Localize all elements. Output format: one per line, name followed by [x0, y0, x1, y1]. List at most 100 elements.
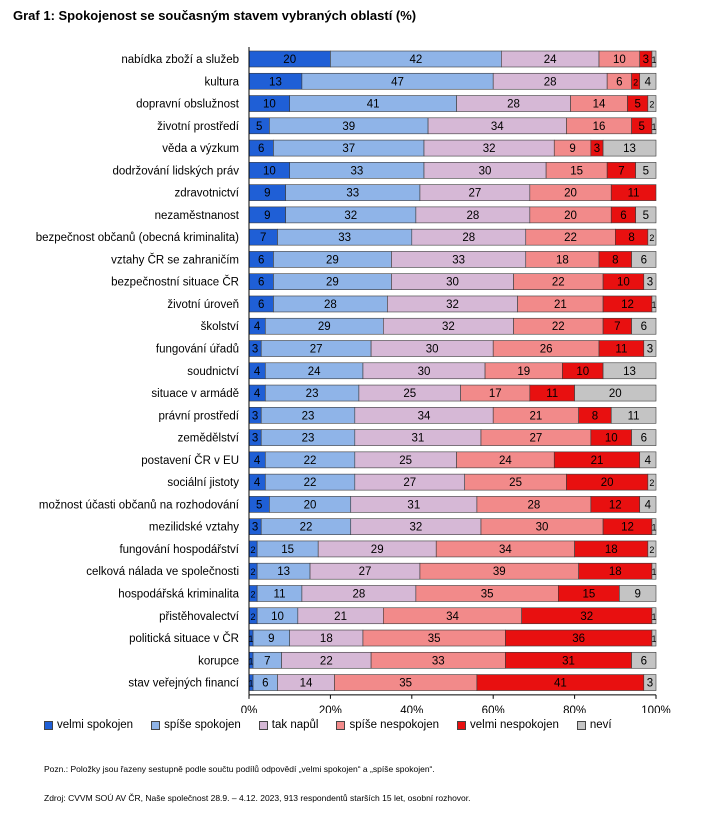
category-label: fungování úřadů	[156, 344, 239, 356]
chart-title: Graf 1: Spokojenost se současným stavem …	[13, 8, 417, 23]
data-label: 13	[277, 566, 290, 578]
category-label: právní prostředí	[158, 410, 239, 422]
data-label: 5	[639, 121, 645, 133]
data-label: 32	[442, 321, 455, 333]
data-label: 10	[263, 99, 276, 111]
category-label: soudnictví	[187, 366, 240, 378]
data-label: 14	[593, 99, 606, 111]
data-label: 21	[591, 455, 604, 467]
bar-segment	[602, 362, 657, 380]
data-label: 20	[304, 499, 317, 511]
data-label: 20	[564, 188, 577, 200]
data-label: 28	[324, 299, 337, 311]
data-label: 18	[320, 633, 333, 645]
category-label: sociální jistoty	[167, 477, 239, 489]
data-label: 2	[649, 478, 654, 488]
data-label: 28	[544, 76, 557, 88]
bar-segment	[651, 518, 657, 535]
data-label: 42	[409, 54, 422, 66]
data-label: 2	[649, 233, 654, 243]
data-label: 18	[609, 566, 622, 578]
legend: velmi spokojen spíše spokojen tak napůl spí…	[44, 719, 630, 731]
data-label: 36	[572, 633, 585, 645]
data-label: 7	[260, 232, 266, 244]
bar-segment	[574, 384, 657, 402]
data-label: 37	[342, 143, 355, 155]
chart-note: Pozn.: Položky jsou řazeny sestupně podl…	[44, 764, 435, 774]
data-label: 9	[264, 188, 270, 200]
data-label: 25	[509, 477, 522, 489]
data-label: 20	[601, 477, 614, 489]
data-label: 33	[338, 232, 351, 244]
x-tick-label: 60%	[482, 705, 505, 713]
data-label: 25	[399, 455, 412, 467]
bar-segment	[643, 340, 657, 357]
category-label: politická situace v ČR	[129, 632, 239, 645]
data-label: 30	[536, 522, 549, 534]
data-label: 13	[623, 143, 636, 155]
data-label: 3	[647, 678, 653, 690]
data-label: 34	[491, 121, 504, 133]
data-label: 1	[651, 122, 656, 132]
legend-item: spíše nespokojen	[336, 719, 439, 731]
category-label: vztahy ČR se zahraničím	[111, 253, 239, 266]
data-label: 3	[252, 344, 258, 356]
data-label: 20	[609, 388, 622, 400]
data-label: 31	[562, 655, 575, 667]
data-label: 34	[499, 544, 512, 556]
category-label: kultura	[204, 76, 239, 88]
data-label: 27	[403, 477, 416, 489]
data-label: 30	[479, 165, 492, 177]
data-label: 2	[649, 100, 654, 110]
legend-item: velmi nespokojen	[457, 719, 559, 731]
bar-segment	[643, 273, 657, 291]
data-label: 6	[262, 678, 268, 690]
bar-segment	[635, 162, 657, 179]
data-label: 15	[281, 544, 294, 556]
data-label: 3	[647, 277, 653, 289]
data-label: 9	[634, 588, 640, 600]
data-label: 3	[252, 433, 258, 445]
legend-swatch	[258, 720, 268, 730]
legend-label: spíše spokojen	[164, 719, 241, 731]
data-label: 11	[615, 344, 627, 356]
data-label: 15	[582, 588, 595, 600]
data-label: 30	[446, 277, 459, 289]
data-label: 21	[334, 611, 347, 623]
data-label: 32	[344, 210, 357, 222]
legend-label: tak napůl	[271, 719, 319, 731]
data-label: 1	[651, 567, 656, 577]
bar-segment	[651, 295, 657, 313]
legend-label: velmi nespokojen	[470, 719, 559, 731]
category-label: fungování hospodářství	[119, 544, 239, 556]
data-label: 5	[256, 121, 262, 133]
data-label: 27	[359, 566, 372, 578]
legend-swatch	[457, 720, 466, 730]
bar-segment	[631, 251, 657, 268]
data-label: 22	[300, 522, 313, 534]
legend-label: velmi spokojen	[57, 719, 134, 731]
data-label: 27	[310, 344, 323, 356]
data-label: 12	[609, 499, 622, 511]
data-label: 12	[621, 299, 634, 311]
data-label: 7	[614, 321, 620, 333]
data-label: 10	[613, 54, 626, 66]
bar-segment	[651, 607, 657, 625]
data-label: 23	[302, 410, 315, 422]
category-label: situace v armádě	[151, 388, 239, 400]
data-label: 17	[489, 388, 502, 400]
data-label: 12	[621, 522, 634, 534]
data-label: 35	[399, 678, 412, 690]
bar-segment	[647, 228, 657, 246]
category-label: mezilidské vztahy	[149, 522, 239, 534]
data-label: 16	[593, 121, 606, 133]
category-label: dopravní obslužnost	[136, 99, 240, 111]
bar-segment	[643, 674, 657, 691]
bar-segment	[610, 184, 657, 201]
data-label: 1	[651, 634, 656, 644]
legend-label: neví	[589, 719, 612, 731]
data-label: 10	[263, 165, 276, 177]
data-label: 4	[254, 388, 261, 400]
data-label: 35	[428, 633, 441, 645]
